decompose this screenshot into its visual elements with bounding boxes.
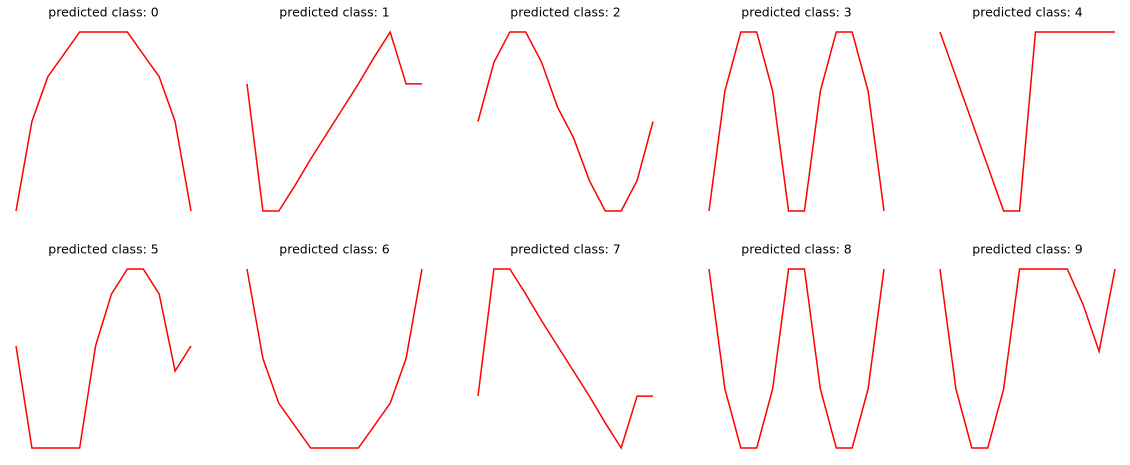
subplot-title: predicted class: 8 bbox=[741, 242, 851, 257]
subplot: predicted class: 0 bbox=[15, 5, 192, 212]
subplot-title: predicted class: 5 bbox=[48, 242, 158, 257]
subplot: predicted class: 7 bbox=[477, 242, 653, 450]
subplot: predicted class: 3 bbox=[708, 5, 885, 212]
series-line bbox=[15, 31, 192, 212]
subplot: predicted class: 1 bbox=[246, 5, 422, 212]
subplot: predicted class: 9 bbox=[939, 242, 1116, 449]
subplot-title: predicted class: 4 bbox=[972, 5, 1082, 20]
subplot-title: predicted class: 3 bbox=[741, 5, 851, 20]
subplot: predicted class: 8 bbox=[708, 242, 885, 449]
series-line bbox=[708, 31, 885, 212]
subplot: predicted class: 4 bbox=[939, 5, 1115, 212]
series-line bbox=[15, 268, 192, 449]
series-line bbox=[939, 31, 1115, 212]
subplot-title: predicted class: 1 bbox=[279, 5, 389, 20]
series-line bbox=[477, 31, 654, 212]
subplot-title: predicted class: 7 bbox=[510, 242, 620, 257]
subplot: predicted class: 5 bbox=[15, 242, 192, 449]
subplot-title: predicted class: 2 bbox=[510, 5, 620, 20]
series-line bbox=[477, 268, 653, 450]
subplot: predicted class: 2 bbox=[477, 5, 654, 212]
series-line bbox=[246, 30, 422, 212]
series-line bbox=[708, 268, 885, 449]
subplot-title: predicted class: 9 bbox=[972, 242, 1082, 257]
series-line bbox=[939, 268, 1116, 449]
subplot: predicted class: 6 bbox=[246, 242, 423, 449]
series-line bbox=[246, 268, 423, 449]
subplot-title: predicted class: 6 bbox=[279, 242, 389, 257]
subplot-title: predicted class: 0 bbox=[48, 5, 158, 20]
